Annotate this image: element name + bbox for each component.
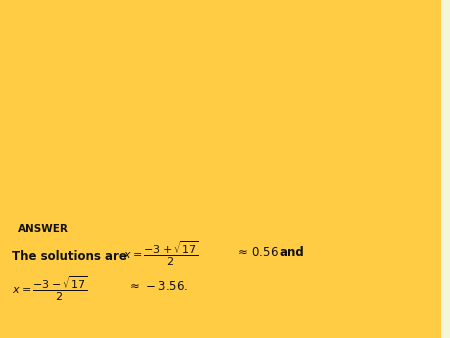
Text: $\approx\, -3.56.$: $\approx\, -3.56.$ <box>127 281 189 293</box>
Text: The solutions are: The solutions are <box>12 249 131 263</box>
Text: $x = \dfrac{-3 - \sqrt{17}}{2}$: $x = \dfrac{-3 - \sqrt{17}}{2}$ <box>12 275 87 303</box>
Text: ANSWER: ANSWER <box>18 224 68 234</box>
Text: $x^2 + 3x - 2 = 0$: $x^2 + 3x - 2 = 0$ <box>64 83 151 99</box>
Text: $x = \dfrac{-3 + \sqrt{17}}{2}$: $x = \dfrac{-3 + \sqrt{17}}{2}$ <box>123 240 199 268</box>
Text: Solve an equation with two real solutions: Solve an equation with two real solution… <box>130 12 389 22</box>
Text: $x = \dfrac{-3 \pm \sqrt{3^2-4(1)(-2)}}{2(1)}$: $x = \dfrac{-3 \pm \sqrt{3^2-4(1)(-2)}}{… <box>84 130 229 166</box>
Text: and: and <box>279 245 304 259</box>
Text: Solve: Solve <box>12 48 54 62</box>
Bar <box>0 0 441 302</box>
Text: Write original equation.: Write original equation. <box>274 68 415 78</box>
Text: Quadratic formula: Quadratic formula <box>274 105 382 115</box>
Text: $\approx\, 0.56$: $\approx\, 0.56$ <box>235 245 279 259</box>
Bar <box>0 302 441 338</box>
Text: $a = 1, b = 3, c = -2$: $a = 1, b = 3, c = -2$ <box>279 139 367 151</box>
Text: $x = \dfrac{-b \pm \sqrt{b^2-4ac}}{2a}$: $x = \dfrac{-b \pm \sqrt{b^2-4ac}}{2a}$ <box>99 99 215 133</box>
Text: EXAMPLE 1: EXAMPLE 1 <box>15 12 76 22</box>
Text: Simplify.: Simplify. <box>274 190 325 200</box>
Text: $x^2 + 3x = 2$: $x^2 + 3x = 2$ <box>95 65 160 81</box>
Text: Write in standard form.: Write in standard form. <box>274 86 413 96</box>
Text: $x^2 + 3x = 2.$: $x^2 + 3x = 2.$ <box>46 46 119 62</box>
Text: $x = \dfrac{-3 \pm \sqrt{17}}{2}$: $x = \dfrac{-3 \pm \sqrt{17}}{2}$ <box>107 179 187 211</box>
